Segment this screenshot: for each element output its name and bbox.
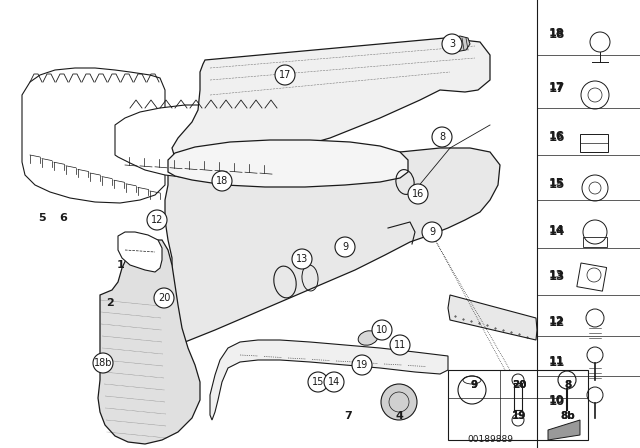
- Text: 20: 20: [158, 293, 170, 303]
- Text: 10: 10: [376, 325, 388, 335]
- Bar: [577, 263, 607, 291]
- Text: 16: 16: [412, 189, 424, 199]
- Circle shape: [432, 127, 452, 147]
- Polygon shape: [98, 240, 200, 444]
- Text: 8: 8: [564, 380, 572, 390]
- Bar: [448, 370, 588, 440]
- Ellipse shape: [358, 331, 378, 345]
- Text: 8: 8: [564, 380, 572, 390]
- Polygon shape: [210, 340, 448, 420]
- Polygon shape: [115, 105, 288, 178]
- Text: 15: 15: [549, 178, 564, 188]
- Circle shape: [93, 353, 113, 373]
- Polygon shape: [118, 232, 162, 272]
- Text: 19: 19: [512, 411, 526, 421]
- Circle shape: [292, 249, 312, 269]
- Text: 10: 10: [549, 395, 565, 408]
- Circle shape: [422, 222, 442, 242]
- Circle shape: [335, 237, 355, 257]
- Text: 7: 7: [344, 411, 352, 421]
- Text: 12: 12: [549, 316, 565, 329]
- Polygon shape: [22, 68, 165, 203]
- Text: 18: 18: [216, 176, 228, 186]
- Text: 9: 9: [342, 242, 348, 252]
- Text: 11: 11: [549, 356, 564, 366]
- Circle shape: [390, 335, 410, 355]
- Text: 11: 11: [549, 356, 565, 369]
- Text: 8b: 8b: [561, 411, 575, 421]
- Text: 13: 13: [549, 270, 564, 280]
- Bar: [583, 237, 607, 247]
- Text: 9: 9: [470, 380, 477, 390]
- Polygon shape: [448, 295, 537, 340]
- Circle shape: [372, 320, 392, 340]
- Text: 11: 11: [394, 340, 406, 350]
- Text: 8: 8: [439, 132, 445, 142]
- Text: 13: 13: [296, 254, 308, 264]
- Text: 8b: 8b: [561, 411, 575, 421]
- Text: 5: 5: [38, 213, 46, 223]
- Text: 20: 20: [512, 380, 526, 390]
- Text: 4: 4: [395, 411, 403, 421]
- Text: 14: 14: [328, 377, 340, 387]
- Text: 12: 12: [151, 215, 163, 225]
- Circle shape: [381, 384, 417, 420]
- Circle shape: [442, 34, 462, 54]
- Circle shape: [324, 372, 344, 392]
- Text: 16: 16: [549, 131, 564, 141]
- Text: 16: 16: [549, 131, 565, 144]
- Text: 17: 17: [549, 82, 565, 95]
- Text: 10: 10: [549, 395, 564, 405]
- Text: 13: 13: [549, 270, 565, 283]
- Text: 19: 19: [512, 411, 526, 421]
- Text: 15: 15: [549, 178, 565, 191]
- Text: 14: 14: [549, 225, 565, 238]
- Text: 6: 6: [59, 213, 67, 223]
- Text: 18: 18: [549, 28, 565, 41]
- Circle shape: [408, 184, 428, 204]
- Circle shape: [212, 171, 232, 191]
- Text: 19: 19: [356, 360, 368, 370]
- Polygon shape: [152, 148, 500, 348]
- Circle shape: [147, 210, 167, 230]
- Text: 9: 9: [470, 380, 477, 390]
- Circle shape: [352, 355, 372, 375]
- Text: 9: 9: [429, 227, 435, 237]
- Polygon shape: [448, 36, 470, 52]
- Text: 2: 2: [106, 298, 114, 308]
- Text: 18b: 18b: [93, 358, 112, 368]
- Text: 17: 17: [549, 82, 564, 92]
- Text: 17: 17: [279, 70, 291, 80]
- Polygon shape: [172, 38, 490, 162]
- Polygon shape: [548, 420, 580, 440]
- Circle shape: [154, 288, 174, 308]
- Circle shape: [308, 372, 328, 392]
- Text: 14: 14: [549, 225, 564, 235]
- Text: 18: 18: [549, 28, 564, 38]
- Text: 3: 3: [449, 39, 455, 49]
- Text: 1: 1: [117, 260, 125, 270]
- Polygon shape: [168, 140, 408, 187]
- Bar: [580, 134, 608, 152]
- Text: 15: 15: [312, 377, 324, 387]
- Text: 20: 20: [512, 380, 526, 390]
- Text: 12: 12: [549, 316, 564, 326]
- Text: 00189889: 00189889: [467, 435, 513, 444]
- Circle shape: [275, 65, 295, 85]
